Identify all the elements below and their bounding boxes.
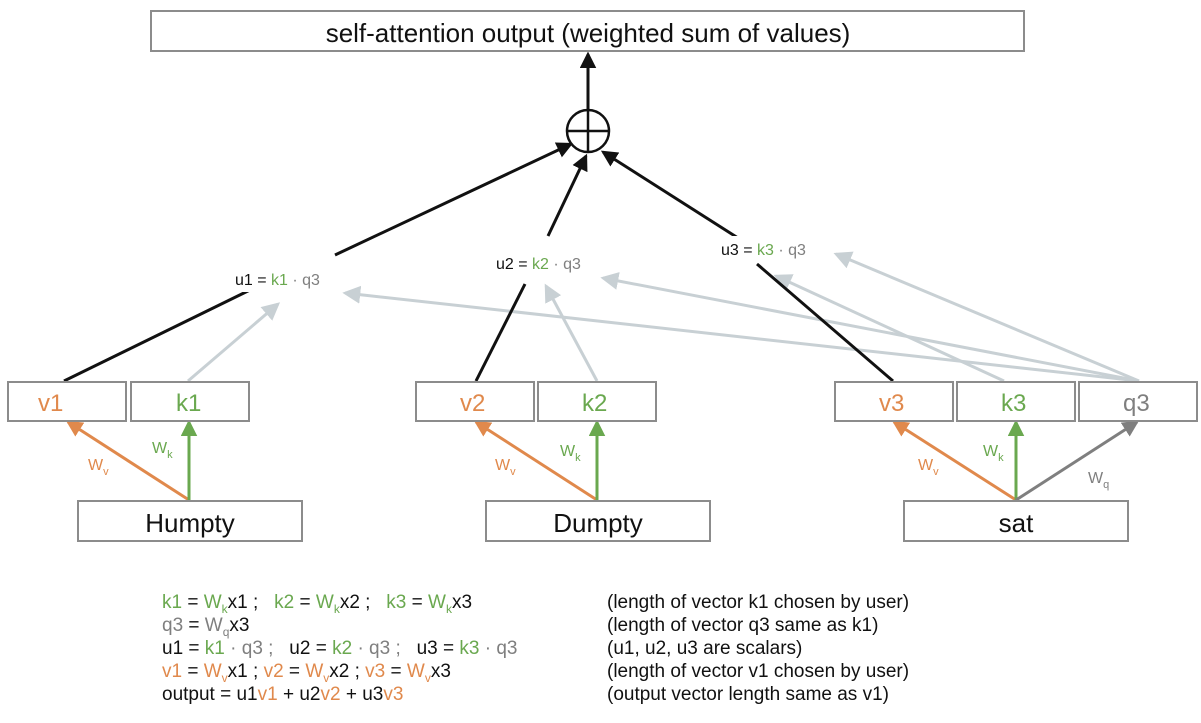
- weight-labels: Wv Wk Wv Wk Wv Wk Wq: [88, 440, 1109, 491]
- u2-to-sum-arrow: [546, 153, 588, 237]
- k1-to-u1-arrow: [187, 302, 281, 383]
- svg-text:sat: sat: [999, 508, 1034, 538]
- dumpty-wv-arrow: [473, 420, 598, 502]
- humpty-wv-arrow: [65, 420, 190, 502]
- vector-box-v2: v2: [415, 381, 535, 422]
- svg-text:Humpty: Humpty: [145, 508, 235, 538]
- equation-formula-4: v1 = Wvx1 ; v2 = Wvx2 ; v3 = Wvx3: [162, 661, 451, 685]
- wk-label-1: Wk: [152, 440, 173, 461]
- k2-to-u2-arrow: [544, 283, 599, 382]
- vector-box-v1: v1: [7, 381, 127, 422]
- equation-formula-3: u1 = k1 · q3 ; u2 = k2 · q3 ; u3 = k3 · …: [162, 638, 518, 659]
- svg-text:v1: v1: [38, 390, 63, 417]
- score-u1: u1 = k1 · q3: [235, 272, 320, 289]
- value-connectors: [63, 51, 894, 383]
- equations-legend: k1 = Wkx1 ; k2 = Wkx2 ; k3 = Wkx3 (length…: [162, 592, 909, 705]
- wv-label-2: Wv: [495, 457, 516, 478]
- equation-formula-1: k1 = Wkx1 ; k2 = Wkx2 ; k3 = Wkx3: [162, 592, 472, 616]
- svg-text:k3: k3: [1001, 390, 1026, 417]
- key-query-connectors: [187, 251, 1140, 383]
- score-labels: u1 = k1 · q3 u2 = k2 · q3 u3 = k3 · q3: [226, 236, 824, 292]
- output-box: self-attention output (weighted sum of v…: [150, 10, 1025, 52]
- k3-to-u3-arrow: [773, 274, 1005, 383]
- vector-box-k3: k3: [956, 381, 1076, 422]
- weight-arrows: [65, 419, 1140, 502]
- v3-to-u3-line: [756, 262, 894, 383]
- vector-boxes: v1 k1 v2 k2 v3 k3 q3: [7, 381, 1198, 422]
- equation-note-3: (u1, u2, u3 are scalars): [607, 638, 802, 659]
- equation-formula-2: q3 = Wqx3: [162, 615, 250, 639]
- output-title: self-attention output (weighted sum of v…: [326, 18, 851, 48]
- score-u2: u2 = k2 · q3: [496, 256, 581, 273]
- equation-note-4: (length of vector v1 chosen by user): [607, 661, 909, 682]
- vector-box-k1: k1: [130, 381, 250, 422]
- wq-label-3: Wq: [1088, 470, 1109, 491]
- wv-label-1: Wv: [88, 457, 109, 478]
- svg-text:k1: k1: [176, 390, 201, 417]
- word-box-sat: sat: [903, 500, 1129, 542]
- sat-wq-arrow: [1015, 420, 1140, 502]
- q3-to-u3-arrow: [833, 251, 1140, 383]
- sum-node: [565, 108, 611, 154]
- svg-text:v2: v2: [460, 390, 485, 417]
- u1-to-sum-arrow: [334, 142, 574, 257]
- equation-note-2: (length of vector q3 same as k1): [607, 615, 878, 636]
- equation-formula-5: output = u1v1 + u2v2 + u3v3: [162, 684, 403, 705]
- word-box-humpty: Humpty: [77, 500, 303, 542]
- word-boxes: Humpty Dumpty sat: [77, 500, 1129, 542]
- vector-box-k2: k2: [537, 381, 657, 422]
- sat-wv-arrow: [891, 420, 1017, 502]
- wk-label-3: Wk: [983, 443, 1004, 464]
- q3-to-u2-arrow: [600, 272, 1140, 383]
- svg-text:k2: k2: [582, 390, 607, 417]
- q3-to-u1-arrow: [342, 285, 1140, 383]
- svg-text:Dumpty: Dumpty: [553, 508, 643, 538]
- v1-to-u1-line: [63, 287, 253, 383]
- wv-label-3: Wv: [918, 457, 939, 478]
- vector-box-q3: q3: [1078, 381, 1198, 422]
- equation-note-1: (length of vector k1 chosen by user): [607, 592, 909, 613]
- v2-to-u2-line: [474, 283, 527, 382]
- vector-box-v3: v3: [834, 381, 954, 422]
- svg-text:v3: v3: [879, 390, 904, 417]
- score-u3: u3 = k3 · q3: [721, 242, 806, 259]
- word-box-dumpty: Dumpty: [485, 500, 711, 542]
- equation-note-5: (output vector length same as v1): [607, 684, 889, 705]
- wk-label-2: Wk: [560, 443, 581, 464]
- svg-text:q3: q3: [1123, 390, 1150, 417]
- u3-to-sum-arrow: [600, 150, 739, 240]
